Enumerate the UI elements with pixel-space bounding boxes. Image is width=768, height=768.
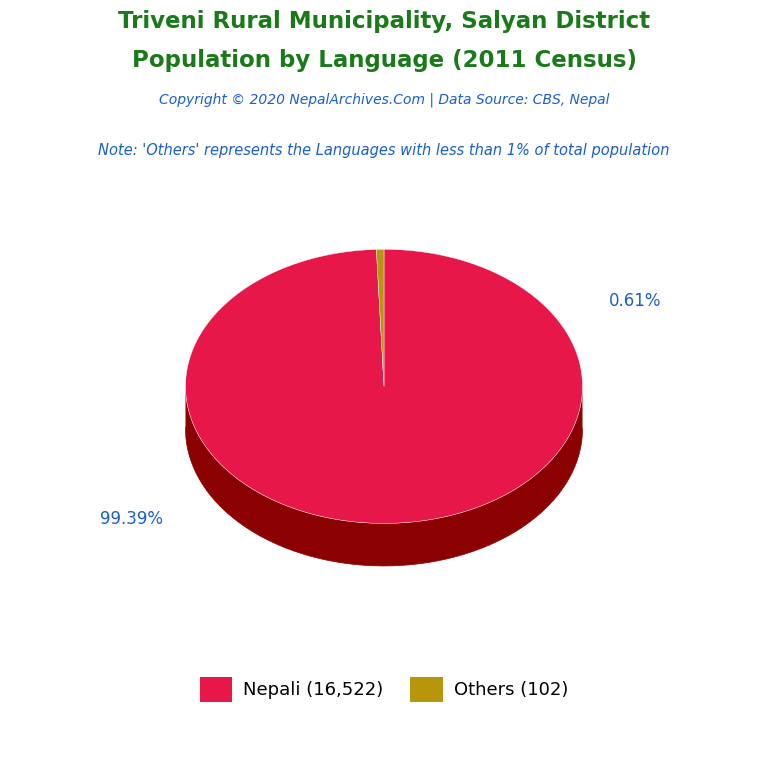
Text: Population by Language (2011 Census): Population by Language (2011 Census)	[131, 49, 637, 72]
Text: 0.61%: 0.61%	[608, 293, 661, 310]
Polygon shape	[376, 250, 384, 386]
Text: 99.39%: 99.39%	[101, 510, 164, 528]
Text: Copyright © 2020 NepalArchives.Com | Data Source: CBS, Nepal: Copyright © 2020 NepalArchives.Com | Dat…	[159, 92, 609, 107]
Legend: Nepali (16,522), Others (102): Nepali (16,522), Others (102)	[193, 670, 575, 710]
Text: Triveni Rural Municipality, Salyan District: Triveni Rural Municipality, Salyan Distr…	[118, 10, 650, 33]
Polygon shape	[186, 250, 582, 524]
Text: Note: 'Others' represents the Languages with less than 1% of total population: Note: 'Others' represents the Languages …	[98, 143, 670, 158]
Polygon shape	[186, 385, 582, 566]
